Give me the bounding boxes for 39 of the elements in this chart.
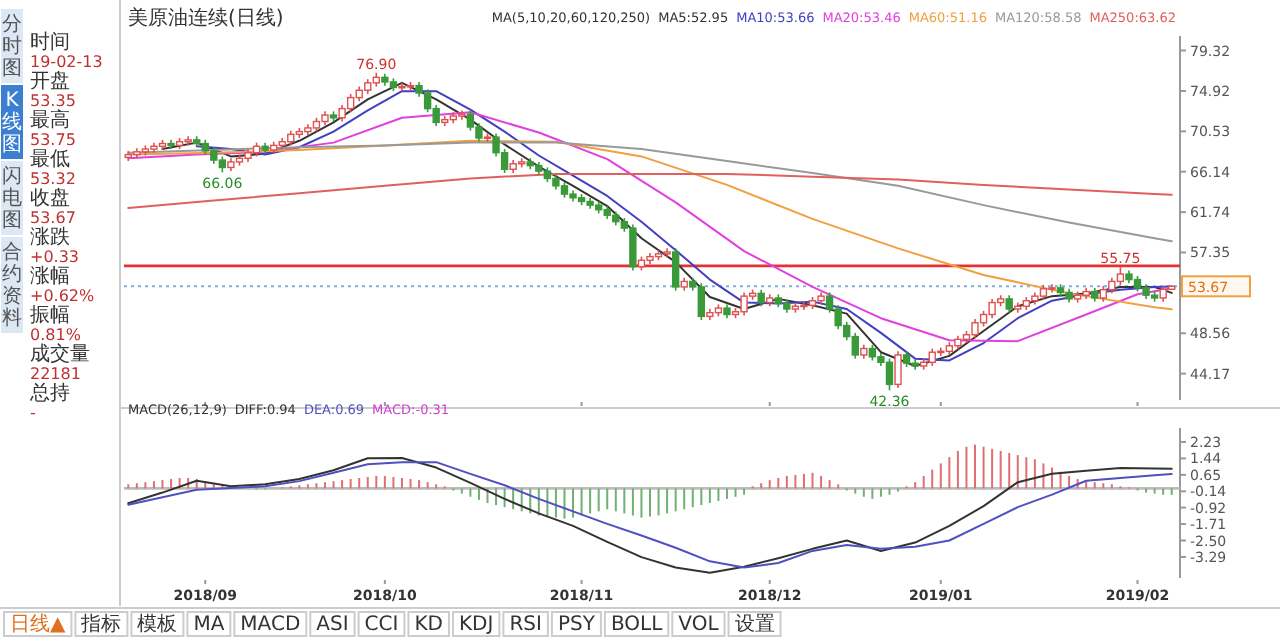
text: +0.62% (30, 287, 96, 305)
text: RSI (509, 614, 542, 636)
text: +0.33 (30, 248, 80, 266)
text: VOL (678, 614, 720, 636)
text: 涨幅 (30, 264, 70, 288)
text: - (30, 404, 36, 422)
text: 日线▲ (10, 612, 66, 636)
text: 开盘 (30, 69, 70, 93)
text: CCI (364, 614, 399, 636)
text: 设置 (734, 612, 775, 636)
text: 最低 (30, 149, 70, 171)
text: PSY (557, 614, 597, 636)
text: 总持 (28, 381, 70, 405)
text: 收盘 (30, 186, 70, 210)
text: 分时图 (2, 12, 22, 80)
text: 指标 (79, 612, 122, 636)
text: 时间 (30, 30, 70, 54)
text: BOLL (610, 614, 664, 636)
text: 闪电图 (2, 164, 22, 232)
text: 涨跌 (30, 225, 70, 249)
text: K线图 (2, 90, 22, 156)
text: 53.75 (30, 131, 76, 149)
text: 53.35 (30, 92, 76, 110)
text: 53.67 (30, 209, 76, 227)
text: 振幅 (30, 303, 70, 327)
text: MA (193, 614, 225, 636)
text: 合约资料 (2, 240, 22, 330)
text: 成交量 (30, 342, 90, 366)
text: 最高 (30, 108, 70, 132)
text: MACD (240, 614, 301, 636)
text: KD (414, 614, 444, 636)
text: 0.81% (30, 326, 82, 344)
text: 19-02-13 (30, 53, 103, 71)
text: 53.32 (30, 170, 76, 188)
chart-title: 美原油连续(日线) (128, 6, 284, 30)
text: KDJ (458, 614, 494, 636)
text: 22181 (30, 365, 81, 383)
text: ASI (316, 614, 349, 636)
text: 模板 (137, 612, 178, 636)
